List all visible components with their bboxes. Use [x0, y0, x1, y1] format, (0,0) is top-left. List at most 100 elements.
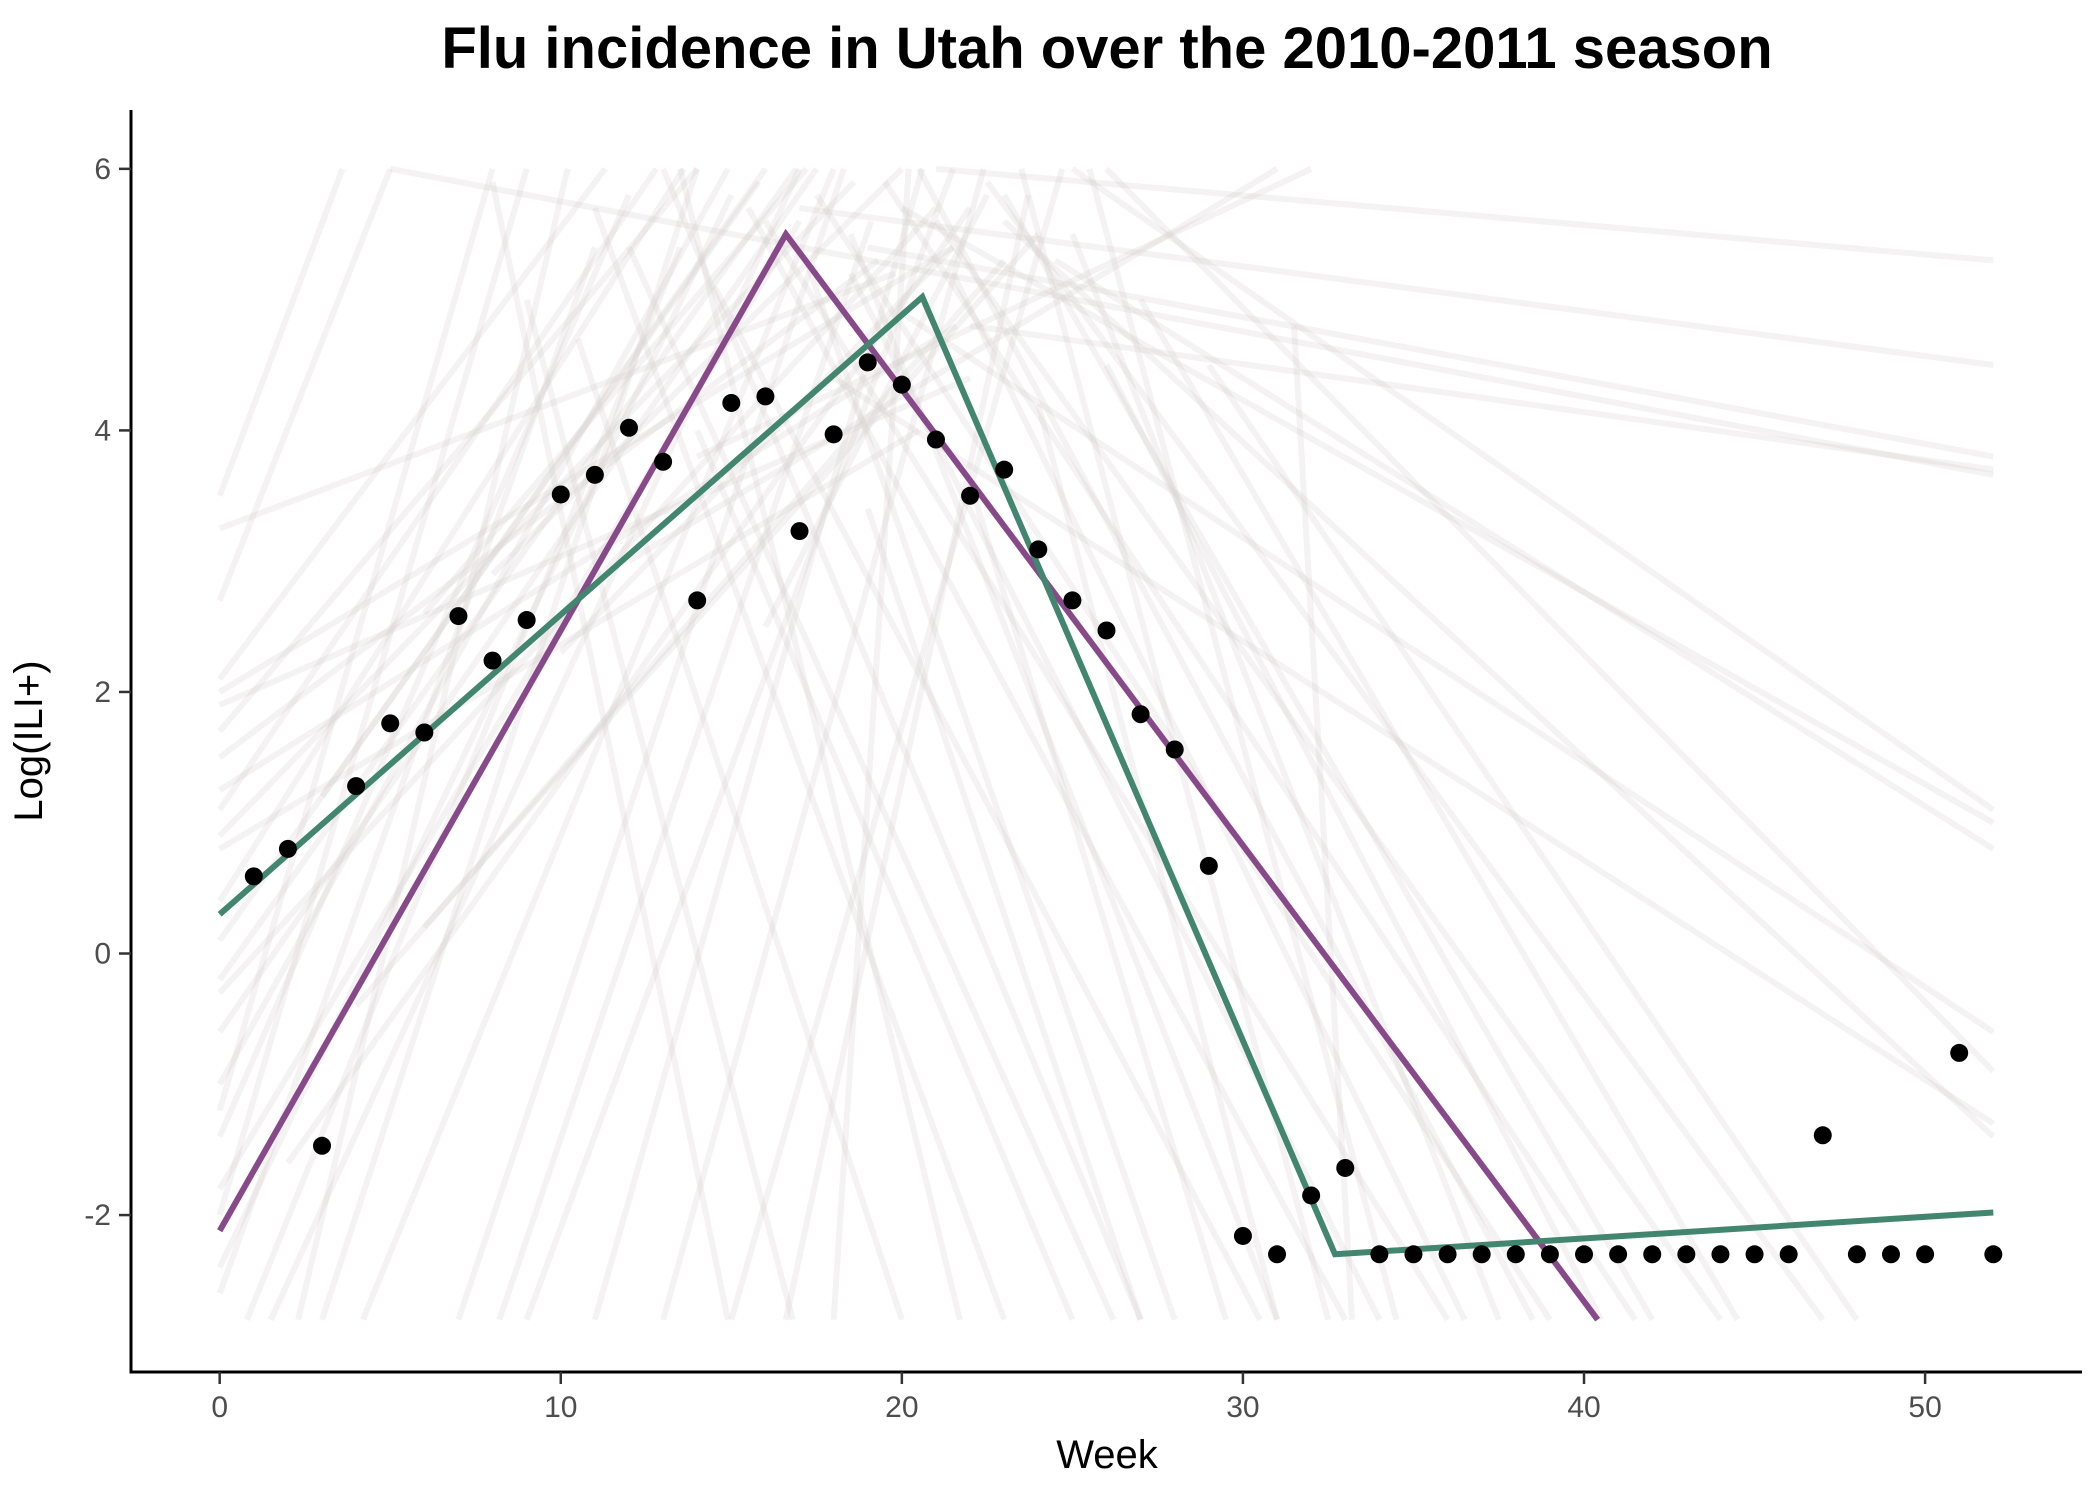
background-line	[1104, 166, 1996, 1074]
fit-line-green	[217, 292, 1994, 1258]
data-point	[1438, 1245, 1457, 1264]
data-point	[995, 460, 1014, 479]
data-point	[1575, 1245, 1594, 1264]
background-line	[984, 180, 1826, 1322]
background-line	[882, 180, 1638, 1322]
background-line	[969, 322, 1994, 473]
background-line	[900, 205, 1995, 826]
data-point	[1984, 1245, 2003, 1264]
data-point	[1165, 740, 1184, 759]
background-line	[217, 166, 700, 734]
background-line	[711, 285, 1263, 1322]
x-axis-label: Week	[1056, 1433, 1159, 1477]
background-line	[218, 427, 921, 852]
data-point	[1131, 705, 1150, 724]
data-point	[756, 387, 775, 406]
background-line	[216, 168, 530, 1216]
x-tick-label: 30	[1226, 1391, 1259, 1424]
data-point	[722, 393, 741, 412]
y-tick-label: -2	[84, 1199, 111, 1232]
background-line	[218, 270, 897, 532]
background-line	[916, 167, 1536, 1322]
background-line	[1138, 298, 1741, 1322]
background-line	[217, 167, 820, 1034]
data-point	[1609, 1245, 1628, 1264]
data-point	[517, 611, 536, 630]
background-line	[422, 166, 809, 616]
background-line	[217, 257, 880, 760]
background-line	[762, 219, 1451, 1322]
background-line	[803, 259, 1178, 1321]
background-line	[389, 165, 1994, 478]
data-point	[824, 425, 843, 444]
data-point	[1847, 1245, 1866, 1264]
background-line	[900, 310, 1995, 1035]
background-line	[814, 193, 1553, 1322]
background-line	[1053, 257, 1995, 852]
data-point	[961, 486, 980, 505]
data-point	[347, 777, 366, 796]
background-line	[216, 167, 394, 602]
background-line	[592, 207, 1007, 1321]
background-line	[660, 167, 1144, 1321]
data-point	[415, 723, 434, 742]
fit-line-purple	[217, 228, 1601, 1322]
data-point	[1540, 1245, 1559, 1264]
data-point	[858, 353, 877, 372]
data-point	[688, 591, 707, 610]
background-line	[490, 166, 904, 577]
data-point	[449, 607, 468, 626]
data-point	[1745, 1245, 1764, 1264]
background-line	[933, 219, 1723, 1322]
background-line	[360, 167, 837, 1321]
background-line	[1206, 363, 1860, 1322]
background-lines	[216, 165, 1996, 1322]
background-line	[1001, 193, 1655, 1322]
data-point	[1950, 1043, 1969, 1062]
background-line	[319, 167, 768, 799]
background-line	[285, 206, 973, 1165]
background-line	[745, 206, 1348, 1322]
background-line	[496, 220, 874, 1321]
x-tick-label: 20	[885, 1391, 918, 1424]
y-tick-label: 2	[94, 676, 111, 709]
background-line	[830, 168, 912, 1320]
background-line	[677, 168, 963, 1321]
data-point	[1302, 1186, 1321, 1205]
data-point	[1029, 540, 1048, 559]
background-line	[217, 167, 659, 812]
background-line	[295, 168, 571, 1321]
x-tick-label: 40	[1567, 1391, 1600, 1424]
data-point	[1643, 1245, 1662, 1264]
data-point	[1677, 1245, 1696, 1264]
background-line	[660, 168, 987, 1321]
background-line	[867, 244, 1994, 460]
background-line	[935, 165, 1994, 264]
data-point	[1063, 591, 1082, 610]
background-line	[558, 245, 956, 655]
background-line	[422, 232, 1041, 930]
data-point	[654, 452, 673, 471]
background-line	[455, 167, 847, 1321]
y-ticks: -2 0 2 4 6	[84, 153, 131, 1232]
background-line	[216, 193, 735, 1269]
background-line	[1086, 168, 1400, 1321]
data-point	[1711, 1245, 1730, 1264]
data-point	[1268, 1245, 1287, 1264]
background-line	[1103, 363, 1604, 1322]
fit-lines	[217, 228, 1994, 1322]
background-line	[217, 167, 608, 681]
x-ticks: 0 10 20 30 40 50	[211, 1372, 1942, 1424]
background-line	[218, 244, 955, 695]
data-point	[244, 867, 263, 886]
data-point	[483, 651, 502, 670]
background-line	[728, 168, 1066, 1321]
y-tick-label: 4	[94, 414, 111, 447]
axes	[129, 110, 2082, 1374]
data-point	[1779, 1245, 1798, 1264]
data-point	[1404, 1245, 1423, 1264]
background-line	[1070, 166, 1996, 813]
data-point	[381, 714, 400, 733]
data-point	[313, 1136, 332, 1155]
